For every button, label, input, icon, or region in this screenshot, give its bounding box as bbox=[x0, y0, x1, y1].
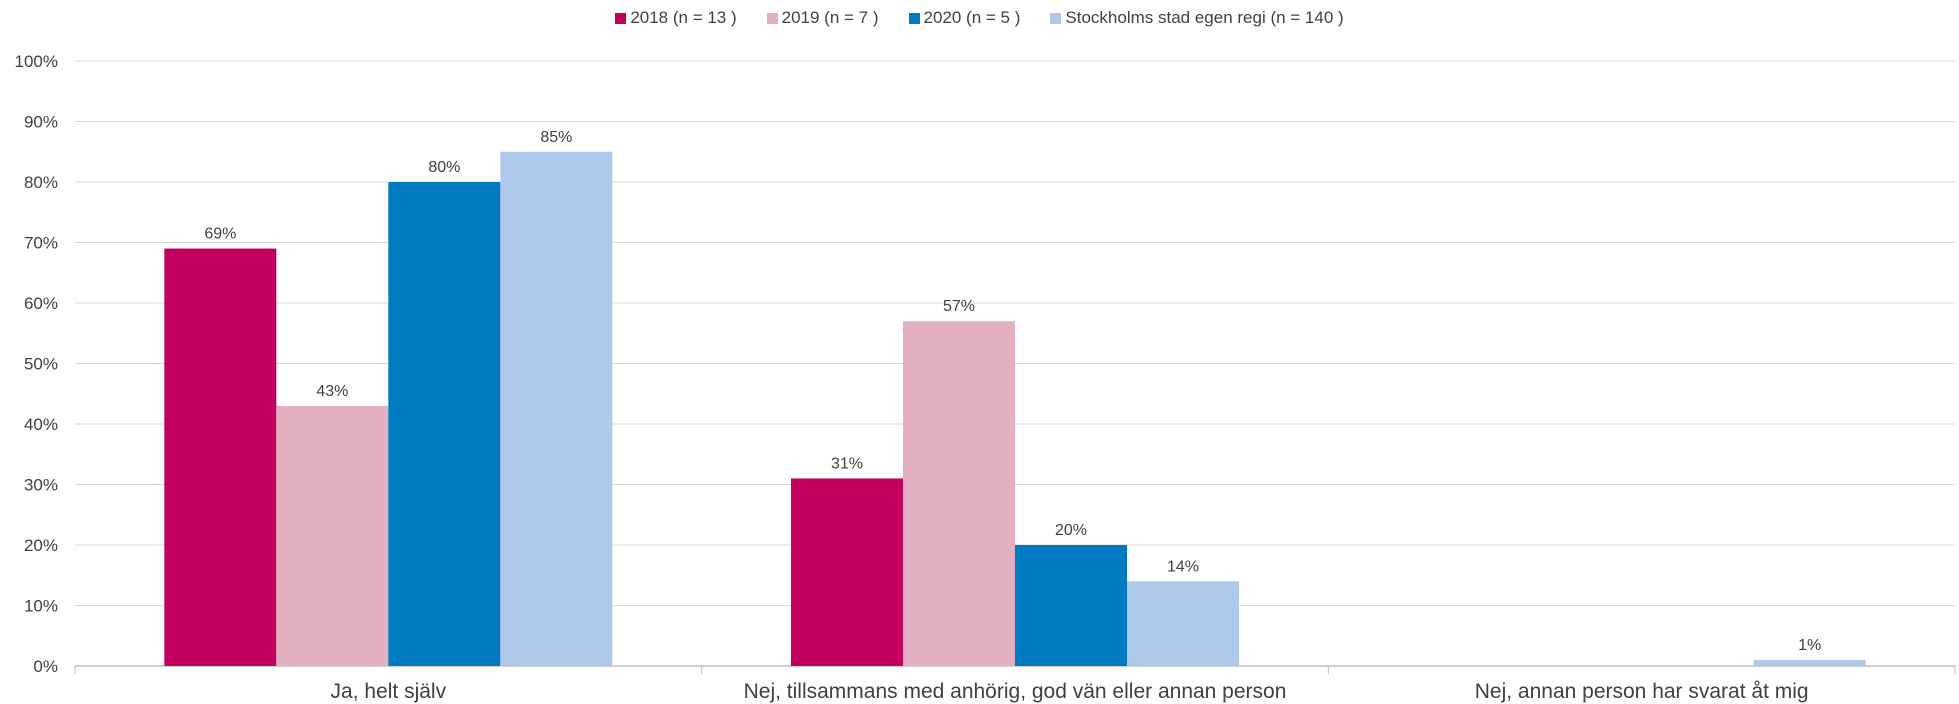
data-label: 43% bbox=[316, 383, 348, 400]
data-label: 20% bbox=[1055, 522, 1087, 539]
legend-swatch bbox=[908, 12, 920, 24]
data-label: 80% bbox=[428, 159, 460, 176]
y-tick-label: 50% bbox=[24, 355, 58, 374]
data-label: 69% bbox=[204, 226, 236, 243]
y-tick-label: 70% bbox=[24, 234, 58, 253]
data-label: 57% bbox=[943, 298, 975, 315]
data-label: 85% bbox=[540, 129, 572, 146]
legend-swatch bbox=[615, 12, 627, 24]
x-category-label: Ja, helt själv bbox=[331, 680, 447, 703]
data-label: 1% bbox=[1798, 637, 1821, 654]
x-category-label: Nej, tillsammans med anhörig, god vän el… bbox=[744, 680, 1287, 703]
legend-item: 2018 (n = 13 ) bbox=[615, 8, 737, 28]
y-tick-label: 80% bbox=[24, 173, 58, 192]
bar bbox=[1127, 581, 1239, 666]
y-tick-label: 30% bbox=[24, 476, 58, 495]
bar bbox=[388, 182, 501, 666]
bar bbox=[903, 321, 1015, 666]
legend-item: 2019 (n = 7 ) bbox=[766, 8, 879, 28]
legend-item: Stockholms stad egen regi (n = 140 ) bbox=[1050, 8, 1344, 28]
legend-label: Stockholms stad egen regi (n = 140 ) bbox=[1065, 8, 1344, 27]
y-tick-label: 20% bbox=[24, 536, 58, 555]
bar bbox=[791, 478, 903, 666]
bar bbox=[164, 248, 277, 667]
y-tick-label: 100% bbox=[15, 52, 58, 71]
y-tick-label: 90% bbox=[24, 113, 58, 132]
data-label: 31% bbox=[831, 455, 863, 472]
y-tick-label: 60% bbox=[24, 294, 58, 313]
bar bbox=[500, 151, 613, 666]
bar bbox=[276, 405, 389, 666]
legend-item: 2020 (n = 5 ) bbox=[908, 8, 1021, 28]
legend-label: 2020 (n = 5 ) bbox=[923, 8, 1021, 27]
bar bbox=[1015, 545, 1127, 666]
legend-swatch bbox=[1050, 12, 1062, 24]
legend: 2018 (n = 13 ) 2019 (n = 7 ) 2020 (n = 5 )… bbox=[0, 8, 1959, 28]
y-tick-label: 40% bbox=[24, 415, 58, 434]
bar bbox=[1753, 659, 1866, 666]
legend-label: 2018 (n = 13 ) bbox=[630, 8, 737, 27]
data-label: 14% bbox=[1167, 558, 1199, 575]
legend-swatch bbox=[766, 12, 778, 24]
x-category-label: Nej, annan person har svarat åt mig bbox=[1475, 680, 1809, 703]
y-tick-label: 10% bbox=[24, 597, 58, 616]
y-tick-label: 0% bbox=[33, 657, 58, 676]
legend-label: 2019 (n = 7 ) bbox=[781, 8, 879, 27]
